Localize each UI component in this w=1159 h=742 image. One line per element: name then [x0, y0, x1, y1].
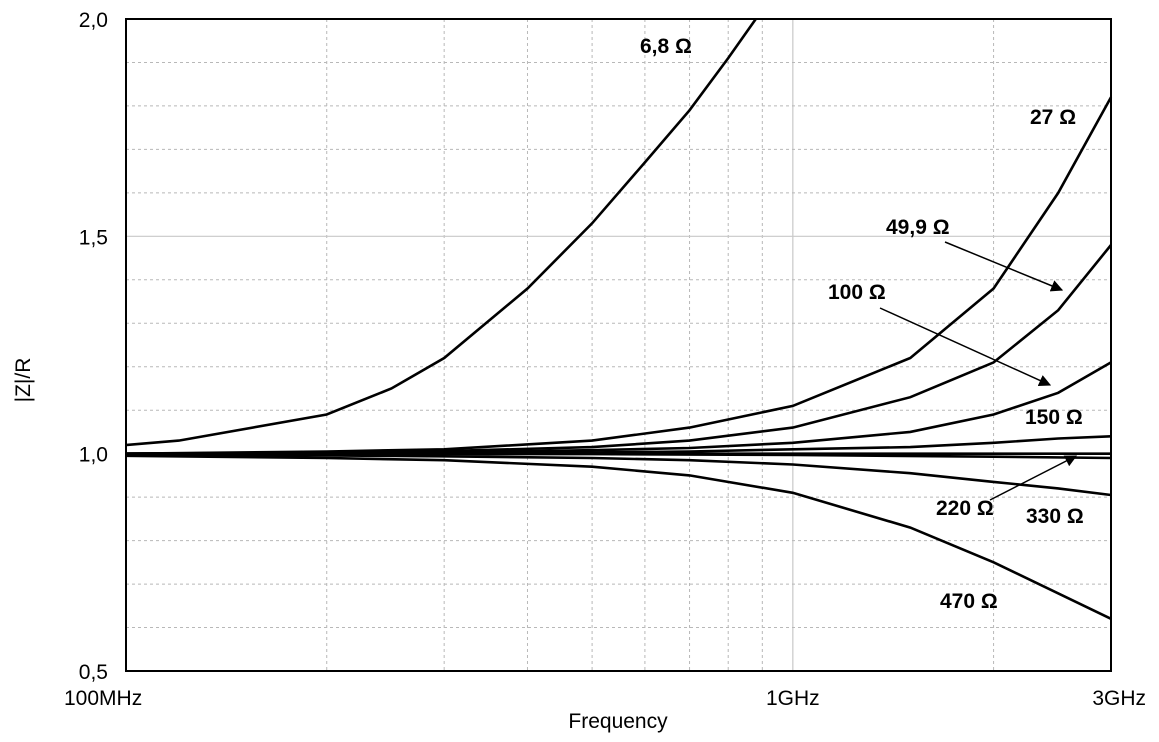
curve-label: 330 Ω: [1026, 505, 1084, 528]
series-lines: [125, 18, 1113, 620]
y-tick-label: 1,5: [79, 226, 108, 249]
series-line-6: [125, 452, 1112, 460]
x-tick-label: 100MHz: [64, 687, 142, 710]
series-line-8: [125, 453, 1112, 497]
y-tick-label: 0,5: [79, 661, 108, 684]
curve-label: 6,8 Ω: [640, 35, 692, 58]
x-tick-label: 1GHz: [766, 687, 820, 710]
tick-labels: 100MHz 1GHz 3GHz 0,5 1,0 1,5 2,0: [64, 9, 1146, 710]
curve-label: 220 Ω: [936, 497, 994, 520]
series-line-2: [125, 244, 1113, 455]
leader-arrow: [944, 241, 1064, 292]
leader-arrow: [879, 307, 1052, 387]
curve-label: 470 Ω: [940, 590, 998, 613]
plot-frame: [125, 18, 1112, 672]
y-axis-title: |Z|/R: [12, 358, 35, 403]
leader-arrow: [989, 455, 1078, 501]
y-tick-label: 1,0: [79, 444, 108, 467]
curve-label: 150 Ω: [1025, 406, 1083, 429]
x-axis-title: Frequency: [568, 710, 668, 733]
series-line-0: [125, 18, 757, 447]
curve-label: 100 Ω: [828, 281, 886, 304]
series-line-7: [125, 454, 1112, 620]
series-line-1: [125, 96, 1113, 455]
curve-label: 27 Ω: [1030, 106, 1076, 129]
curve-annotations: 6,8 Ω 27 Ω 49,9 Ω 100 Ω 150 Ω 220 Ω 330 Ω 470 Ω: [640, 35, 1084, 613]
x-tick-label: 3GHz: [1092, 687, 1146, 710]
y-tick-label: 2,0: [79, 9, 108, 32]
curve-label: 49,9 Ω: [886, 216, 950, 239]
